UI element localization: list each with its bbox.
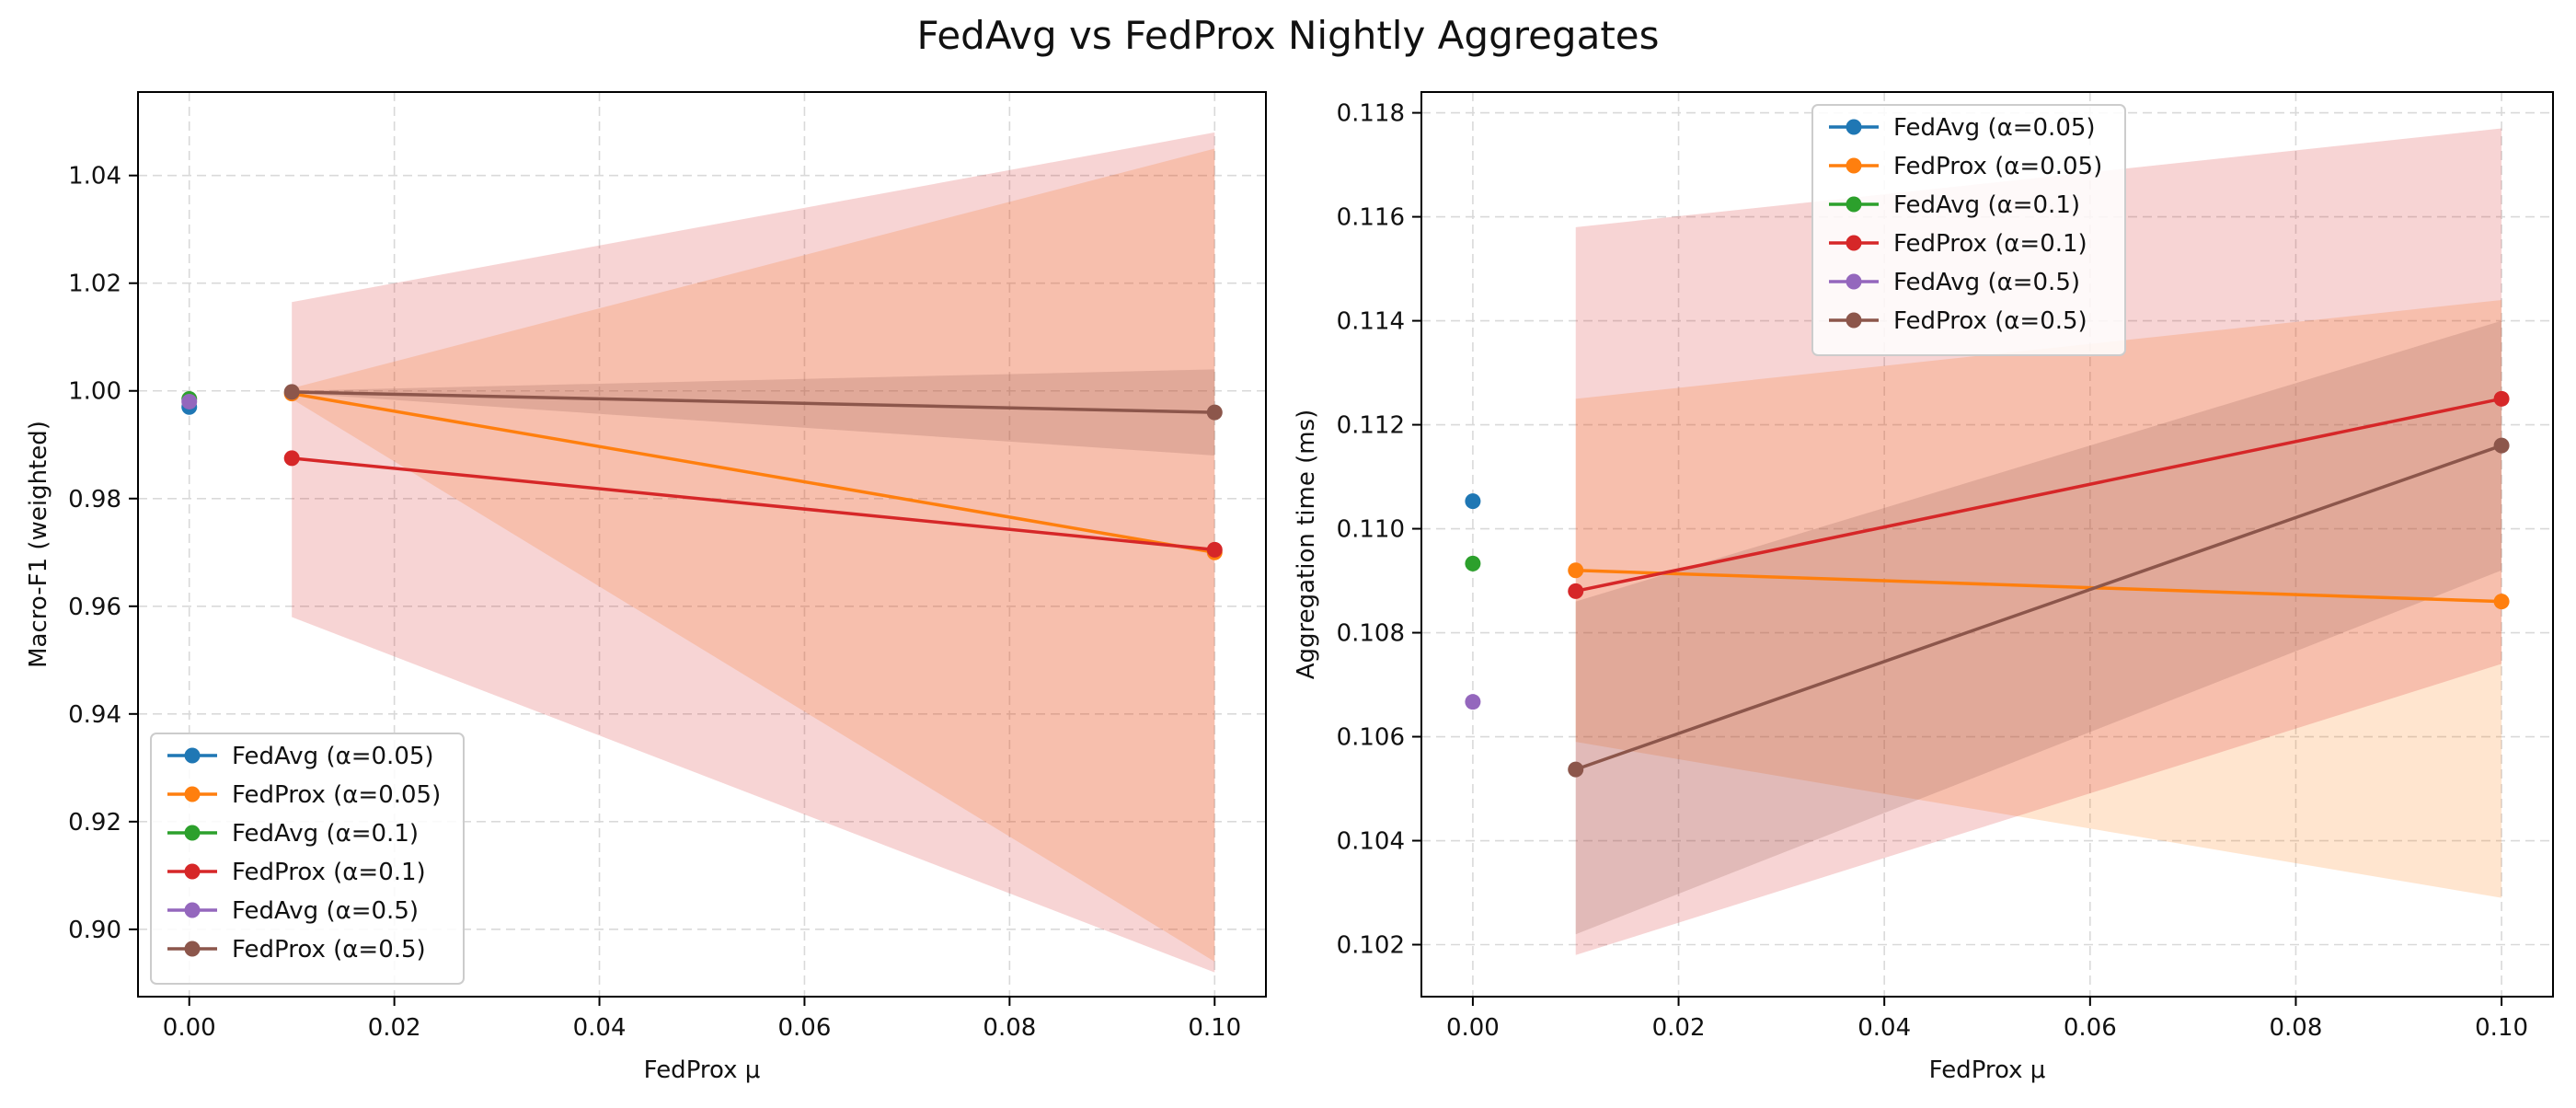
legend-swatch-marker [184,902,201,918]
data-point [1465,555,1481,571]
data-point [1568,583,1584,599]
x-tick-label: 0.04 [573,1014,627,1042]
y-tick-label: 1.00 [68,378,121,406]
y-tick-label: 0.116 [1337,204,1405,232]
series-line [1575,568,2502,604]
confidence-band [1575,128,2502,955]
legend-label: FedAvg (α=0.5) [1893,269,2080,296]
x-tick-label: 0.04 [1857,1014,1911,1042]
data-point [283,450,300,467]
y-tick-label: 0.96 [68,594,121,621]
legend-label: FedProx (α=0.05) [232,781,441,809]
y-axis-label: Aggregation time (ms) [1293,410,1320,680]
y-tick-label: 0.90 [68,917,121,944]
legend: FedAvg (α=0.05) FedProx (α=0.05) FedAvg (α… [1811,104,2126,356]
y-axis-label: Macro-F1 (weighted) [25,421,52,668]
legend-label: FedProx (α=0.05) [1893,153,2102,180]
confidence-band [292,132,1215,973]
legend-label: FedAvg (α=0.1) [1893,191,2080,219]
y-tick-label: 0.98 [68,486,121,514]
legend-label: FedAvg (α=0.1) [232,820,419,848]
y-tick-label: 0.94 [68,701,121,729]
confidence-band [1575,320,2502,935]
legend-box [150,733,465,985]
legend-swatch-marker [184,941,201,957]
legend-swatch-marker [184,786,201,802]
x-tick-label: 0.06 [2064,1014,2117,1042]
x-tick-label: 0.10 [1188,1014,1241,1042]
y-tick-label: 0.92 [68,809,121,837]
legend-swatch-marker [1846,273,1862,290]
axes-frame [1420,91,2554,998]
axes-panel-2: 0.00 0.02 0.04 0.06 0.08 0.10 0.102 0.104 0.106 0… [1293,91,2554,1084]
x-tick-label: 0.08 [2270,1014,2323,1042]
series-line [292,390,1215,414]
legend-swatch-marker [1846,235,1862,251]
axes-panel-1: 0.00 0.02 0.04 0.06 0.08 0.10 0.90 0.92 0.94 0.96… [25,91,1267,1084]
axes-frame [137,91,1267,998]
data-point [181,393,198,410]
x-axis-label: FedProx μ [644,1056,761,1084]
confidence-band [292,369,1215,456]
data-point [1465,493,1481,510]
legend-label: FedAvg (α=0.5) [232,897,419,925]
data-point [1206,541,1223,558]
legend-swatch-marker [184,863,201,880]
data-point [1568,562,1584,579]
y-tick-label: 0.112 [1337,412,1405,440]
confidence-band [1575,299,2502,898]
data-point [2493,594,2510,610]
y-tick-label: 0.108 [1337,620,1405,648]
y-tick-label: 1.04 [68,163,121,190]
x-axis-label: FedProx μ [1929,1056,2046,1084]
legend-label: FedProx (α=0.5) [232,936,426,964]
data-point [1206,404,1223,421]
series-line [291,391,1215,555]
data-point [1465,694,1481,710]
legend-label: FedProx (α=0.1) [232,859,426,886]
x-tick-label: 0.08 [983,1014,1036,1042]
legend-box [1811,104,2126,356]
y-tick-label: 1.02 [68,271,121,298]
legend-swatch-marker [1846,196,1862,213]
y-tick-label: 0.102 [1337,932,1405,960]
x-tick-label: 0.00 [1446,1014,1500,1042]
y-tick-label: 0.110 [1337,516,1405,544]
y-tick-label: 0.118 [1337,100,1405,128]
series-line [292,456,1215,552]
legend-label: FedProx (α=0.5) [1893,307,2087,335]
confidence-band [292,148,1215,962]
legend-swatch-marker [1846,312,1862,329]
legend-label: FedProx (α=0.1) [1893,230,2087,258]
legend-swatch-marker [184,825,201,841]
data-point [283,384,300,400]
data-point [2493,437,2510,454]
figure-title: FedAvg vs FedProx Nightly Aggregates [916,13,1660,58]
data-point [2493,390,2510,407]
legend-swatch-marker [1846,119,1862,135]
legend: FedAvg (α=0.05) FedProx (α=0.05) FedAvg (α… [150,733,465,985]
y-tick-label: 0.106 [1337,724,1405,752]
series-line [1575,444,2502,771]
x-tick-label: 0.02 [1652,1014,1706,1042]
x-tick-label: 0.06 [778,1014,832,1042]
legend-label: FedAvg (α=0.05) [232,743,434,770]
legend-swatch-marker [1846,157,1862,174]
x-tick-label: 0.10 [2475,1014,2528,1042]
y-tick-label: 0.114 [1337,308,1405,336]
legend-label: FedAvg (α=0.05) [1893,114,2096,142]
data-point [1568,761,1584,778]
y-tick-label: 0.104 [1337,828,1405,856]
x-tick-label: 0.00 [163,1014,216,1042]
legend-swatch-marker [184,747,201,764]
x-tick-label: 0.02 [368,1014,421,1042]
series-line [1575,397,2502,594]
